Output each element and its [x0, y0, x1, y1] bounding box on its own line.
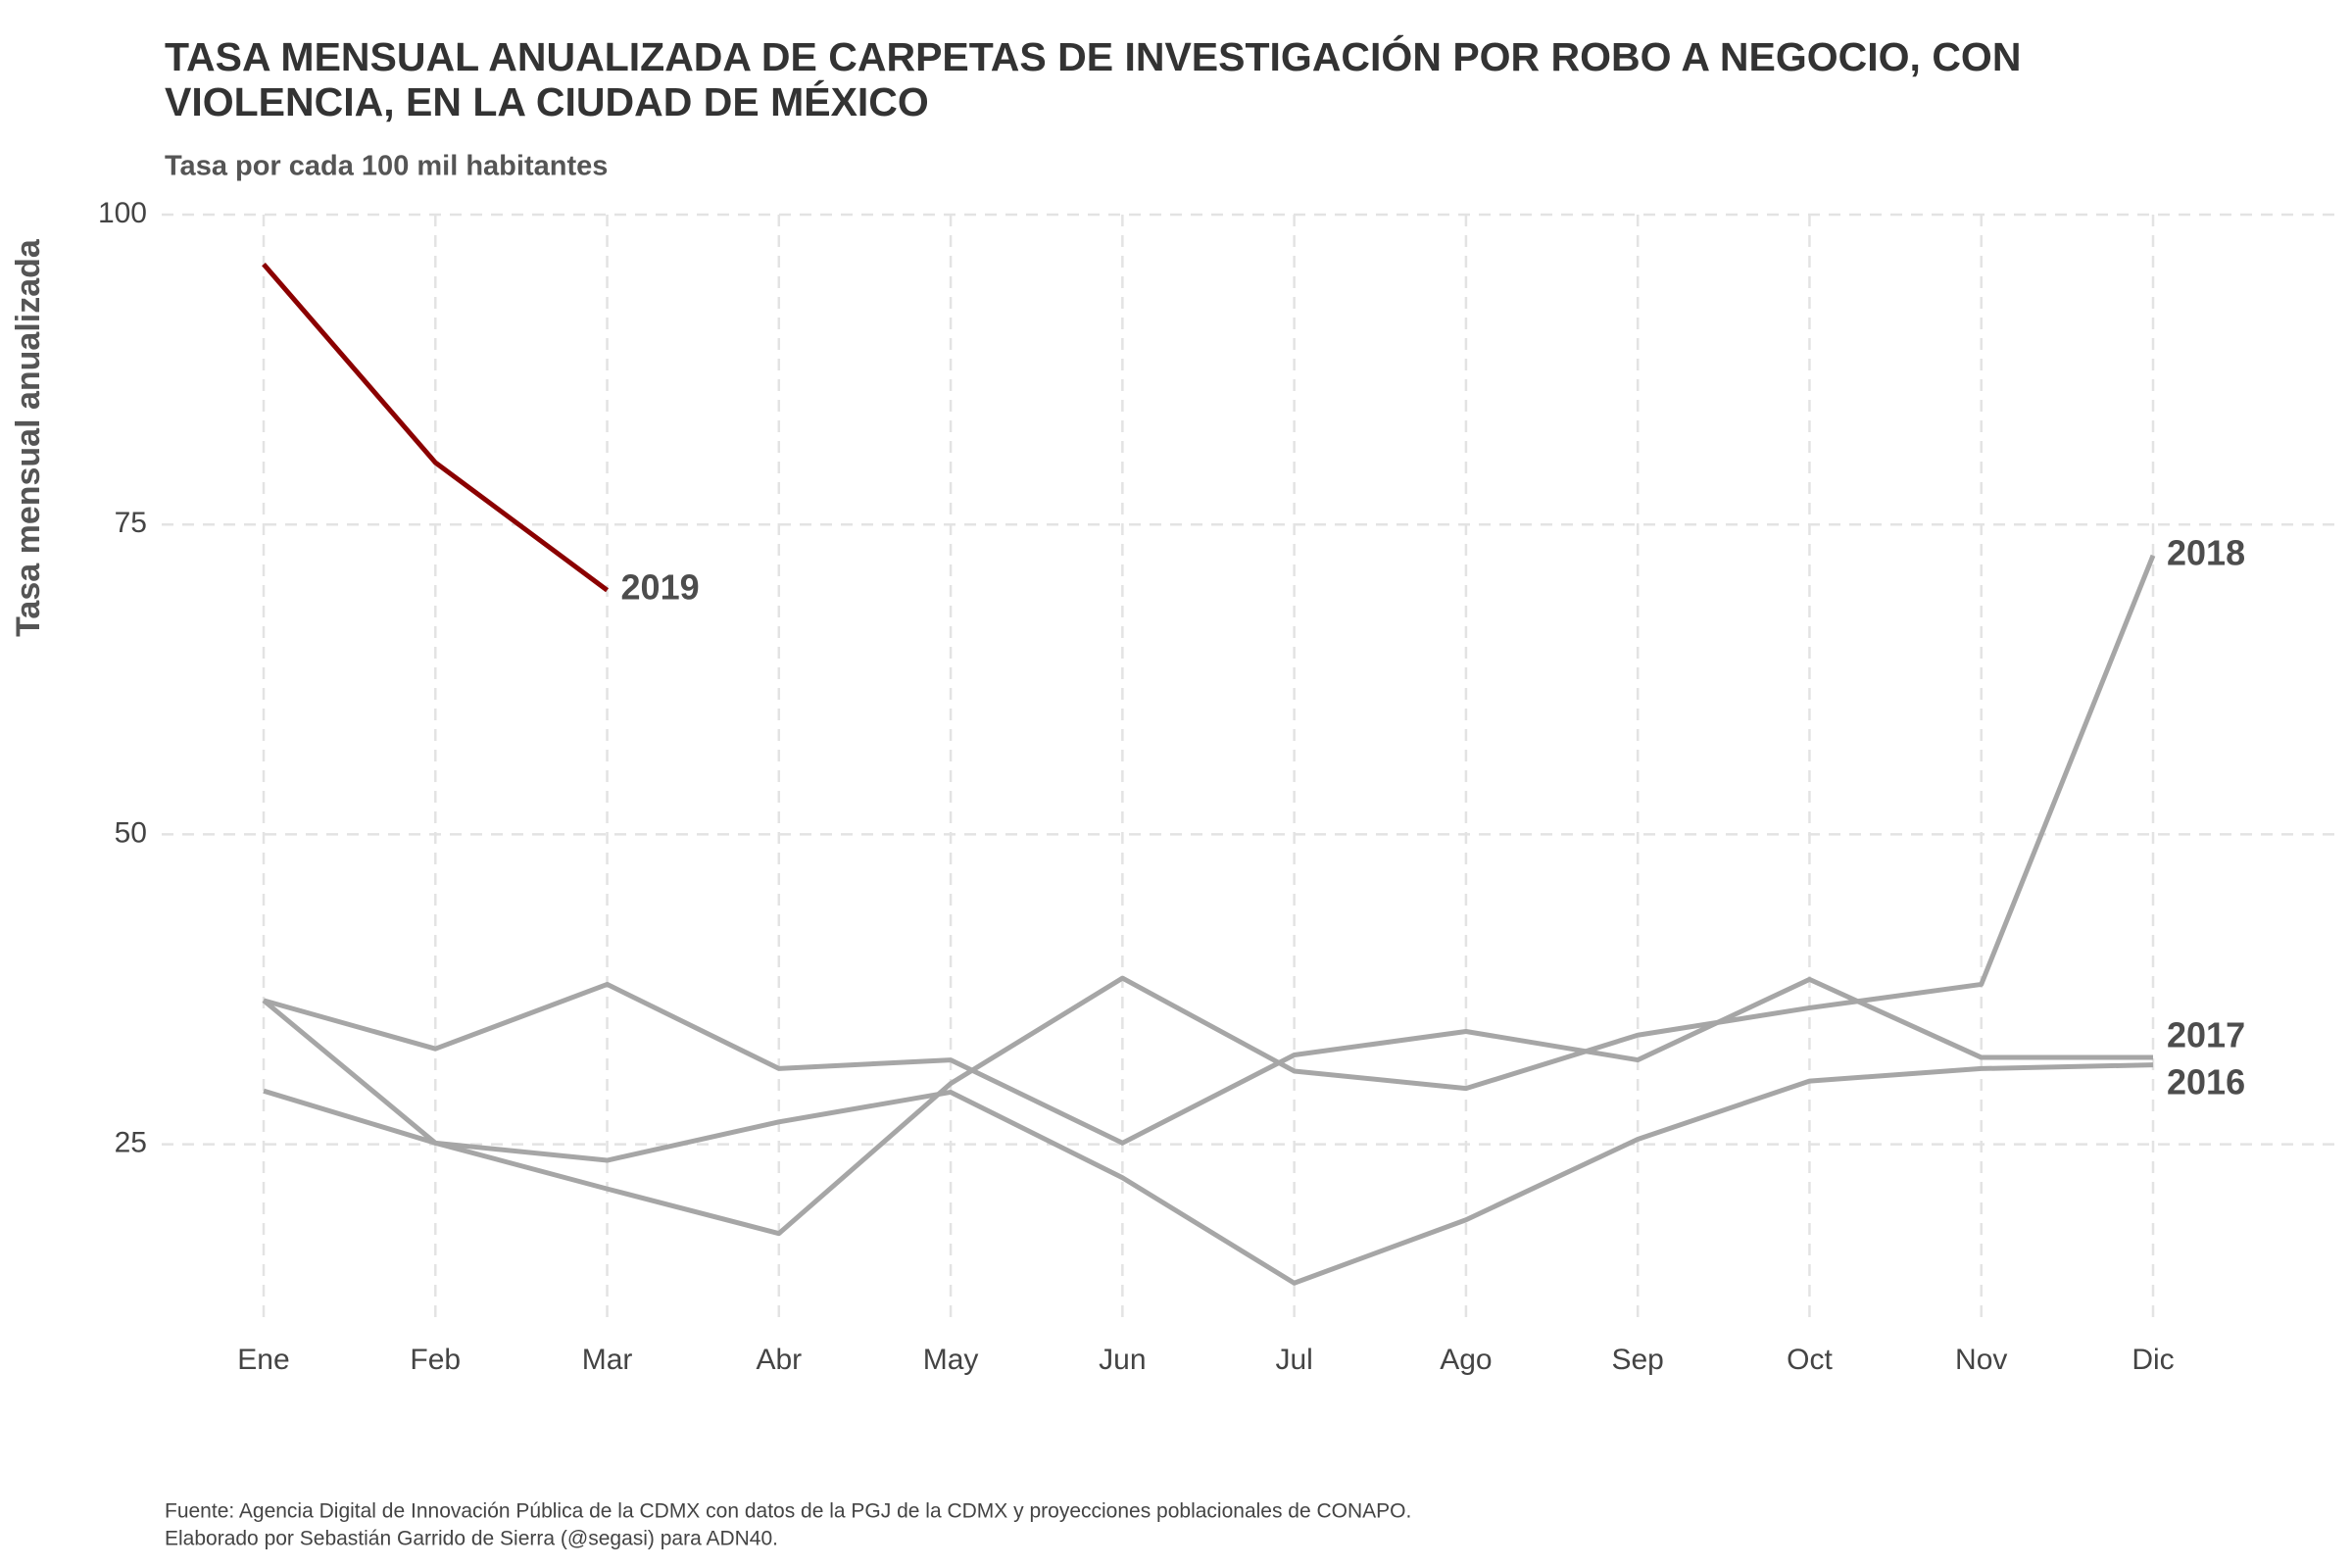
x-tick-label: Mar — [582, 1344, 633, 1376]
x-tick-label: Oct — [1787, 1344, 1833, 1376]
x-tick-label: Sep — [1611, 1344, 1663, 1376]
series-label: 2017 — [2167, 1014, 2245, 1054]
y-tick-label: 50 — [115, 816, 147, 849]
x-tick-label: Ene — [237, 1344, 289, 1376]
caption: Fuente: Agencia Digital de Innovación Pú… — [165, 1500, 1411, 1523]
x-tick-label: Feb — [410, 1344, 461, 1376]
series-label: 2019 — [621, 567, 700, 608]
line-series — [263, 554, 2156, 1237]
series-label: 2016 — [2167, 1061, 2245, 1102]
chart-title: VIOLENCIA, EN LA CIUDAD DE MÉXICO — [165, 79, 929, 124]
y-tick-label: 100 — [98, 197, 147, 229]
y-axis-title: Tasa mensual anualizada — [10, 238, 47, 637]
x-tick-label: Nov — [1955, 1344, 2007, 1376]
chart-subtitle: Tasa por cada 100 mil habitantes — [165, 151, 608, 182]
x-tick-label: Dic — [2132, 1344, 2174, 1376]
y-tick-label: 75 — [115, 507, 147, 539]
y-tick-label: 25 — [115, 1127, 147, 1159]
chart-title: TASA MENSUAL ANUALIZADA DE CARPETAS DE I… — [165, 34, 2021, 79]
x-tick-label: May — [923, 1344, 979, 1376]
caption: Elaborado por Sebastián Garrido de Sierr… — [165, 1528, 778, 1550]
x-tick-label: Ago — [1440, 1344, 1492, 1376]
line-series — [262, 998, 2154, 1286]
x-tick-label: Jun — [1099, 1344, 1146, 1376]
x-tick-label: Abr — [756, 1344, 802, 1376]
series-label: 2018 — [2167, 532, 2245, 572]
x-tick-label: Jul — [1275, 1344, 1312, 1376]
line-series — [263, 976, 2153, 1146]
line-series — [262, 262, 610, 593]
title: TASA MENSUAL ANUALIZADA DE CARPETAS DE I… — [165, 34, 2021, 124]
